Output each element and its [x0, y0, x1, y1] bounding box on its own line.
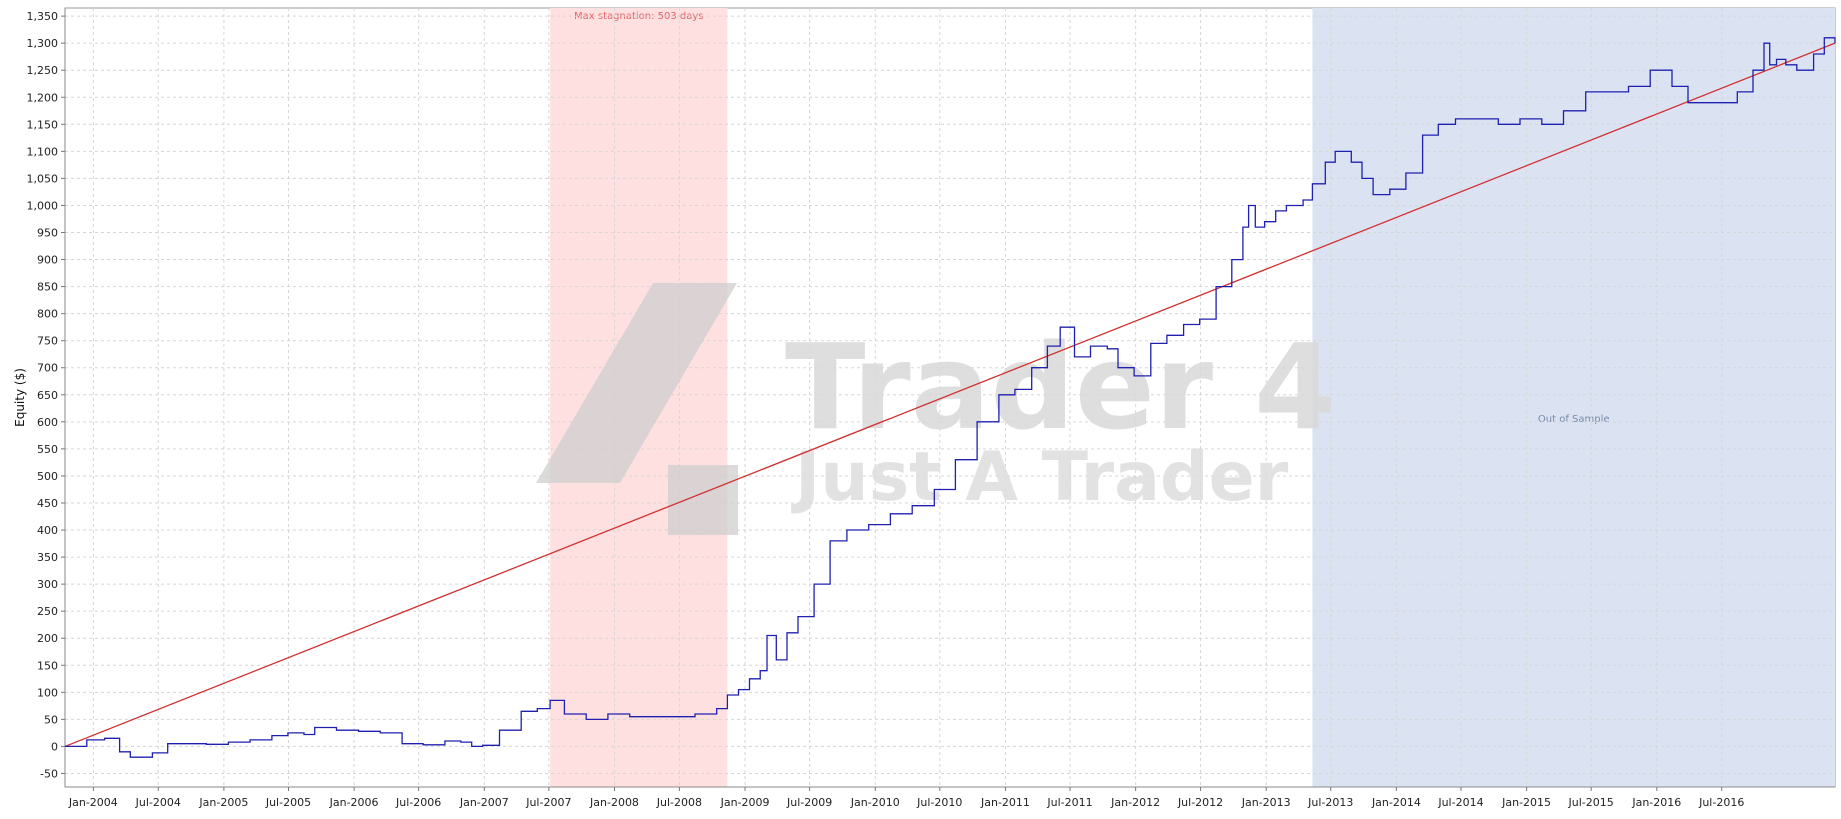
x-tick-label: Jul-2007 — [525, 796, 571, 809]
x-tick-label: Jan-2016 — [1631, 796, 1681, 809]
y-tick-label: 1,150 — [27, 118, 59, 131]
y-tick-label: 1,300 — [27, 37, 59, 50]
y-tick-label: 1,000 — [27, 199, 59, 212]
watermark-subtitle: Just A Trader — [791, 438, 1289, 517]
y-tick-label: 200 — [37, 632, 58, 645]
axes: -50 0 50 100 150 200 250 300 350 400 450 500 550 600 6… — [27, 8, 1835, 809]
y-tick-label: 250 — [37, 605, 58, 618]
x-tick-label: Jan-2012 — [1110, 796, 1160, 809]
x-tick-label: Jul-2005 — [265, 796, 311, 809]
trend-line — [64, 42, 1836, 748]
grid — [65, 8, 1835, 787]
x-tick-label: Jan-2014 — [1371, 796, 1421, 809]
x-tick-label: Jul-2008 — [656, 796, 702, 809]
x-tick-label: Jan-2006 — [329, 796, 379, 809]
watermark-square-shape — [668, 465, 738, 535]
highlight-regions: Max stagnation: 503 days Out of Sample — [550, 8, 1835, 787]
y-tick-label: 1,350 — [27, 10, 59, 23]
x-tick-label: Jul-2014 — [1437, 796, 1483, 809]
y-tick-label: 350 — [37, 551, 58, 564]
y-tick-label: 850 — [37, 281, 58, 294]
y-tick-label: 600 — [37, 416, 58, 429]
x-tick-label: Jan-2009 — [720, 796, 770, 809]
x-tick-label: Jul-2006 — [395, 796, 441, 809]
x-tick-label: Jan-2008 — [589, 796, 639, 809]
max-stagnation-label: Max stagnation: 503 days — [574, 11, 704, 22]
y-tick-label: 550 — [37, 443, 58, 456]
y-tick-label: 1,200 — [27, 91, 59, 104]
y-tick-label: 450 — [37, 497, 58, 510]
x-tick-label: Jul-2011 — [1046, 796, 1092, 809]
y-tick-label: 800 — [37, 308, 58, 321]
y-tick-label: 400 — [37, 524, 58, 537]
y-tick-label: 300 — [37, 578, 58, 591]
y-tick-label: 900 — [37, 254, 58, 267]
x-tick-label: Jan-2015 — [1501, 796, 1551, 809]
x-tick-label: Jul-2012 — [1177, 796, 1223, 809]
x-tick-label: Jan-2004 — [68, 796, 118, 809]
y-tick-label: 650 — [37, 389, 58, 402]
watermark-slash-shape — [536, 283, 737, 483]
y-tick-label: 500 — [37, 470, 58, 483]
y-tick-label: 0 — [51, 740, 58, 753]
y-tick-label: -50 — [40, 767, 58, 780]
y-tick-label: 1,100 — [27, 145, 59, 158]
x-tick-label: Jul-2013 — [1307, 796, 1353, 809]
x-tick-label: Jul-2004 — [135, 796, 181, 809]
out-of-sample-region — [1312, 8, 1835, 787]
equity-series-line — [65, 37, 1836, 758]
x-tick-label: Jan-2007 — [459, 796, 509, 809]
x-tick-label: Jan-2013 — [1241, 796, 1291, 809]
x-tick-label: Jul-2016 — [1698, 796, 1744, 809]
watermark: Trader 4 Just A Trader — [536, 283, 1336, 535]
y-tick-label: 1,050 — [27, 172, 59, 185]
y-tick-label: 700 — [37, 362, 58, 375]
x-tick-label: Jan-2005 — [198, 796, 248, 809]
x-tick-label: Jul-2009 — [786, 796, 832, 809]
x-tick-label: Jul-2010 — [916, 796, 962, 809]
x-tick-label: Jan-2011 — [980, 796, 1030, 809]
out-of-sample-label: Out of Sample — [1538, 414, 1610, 425]
y-tick-label: 100 — [37, 686, 58, 699]
y-tick-label: 50 — [44, 713, 58, 726]
y-axis-title: Equity ($) — [13, 368, 27, 427]
x-tick-label: Jul-2015 — [1568, 796, 1614, 809]
y-tick-label: 150 — [37, 659, 58, 672]
x-tick-label: Jan-2010 — [850, 796, 900, 809]
y-tick-label: 950 — [37, 227, 58, 240]
series-layer — [64, 37, 1836, 758]
y-tick-label: 750 — [37, 335, 58, 348]
y-tick-label: 1,250 — [27, 64, 59, 77]
